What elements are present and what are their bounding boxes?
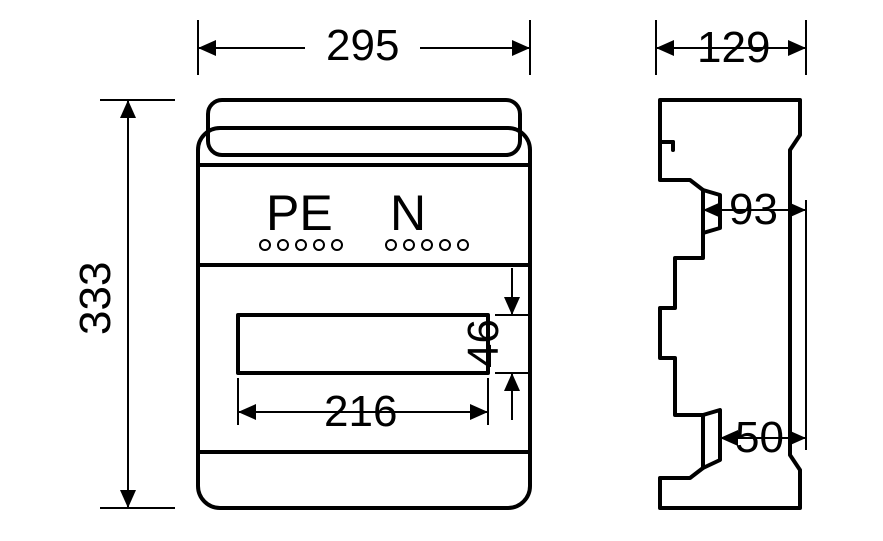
svg-text:46: 46 [459, 319, 508, 368]
svg-text:93: 93 [729, 185, 778, 234]
label-pe: PE [266, 185, 333, 241]
dim-side-50: 50 [720, 200, 806, 462]
label-n: N [390, 185, 426, 241]
dim-width-295: 295 [198, 20, 530, 75]
dim-cutout-216: 216 [238, 378, 488, 436]
front-view: PE N [198, 100, 530, 508]
dim-cutout-46: 46 [459, 268, 530, 420]
svg-text:333: 333 [71, 262, 120, 335]
pe-holes [260, 240, 342, 250]
svg-text:216: 216 [324, 387, 397, 436]
svg-text:295: 295 [326, 21, 399, 70]
svg-text:129: 129 [697, 23, 770, 72]
dim-side-129: 129 [656, 20, 806, 75]
n-holes [386, 240, 468, 250]
dim-height-333: 333 [71, 100, 175, 508]
svg-text:50: 50 [735, 413, 784, 462]
